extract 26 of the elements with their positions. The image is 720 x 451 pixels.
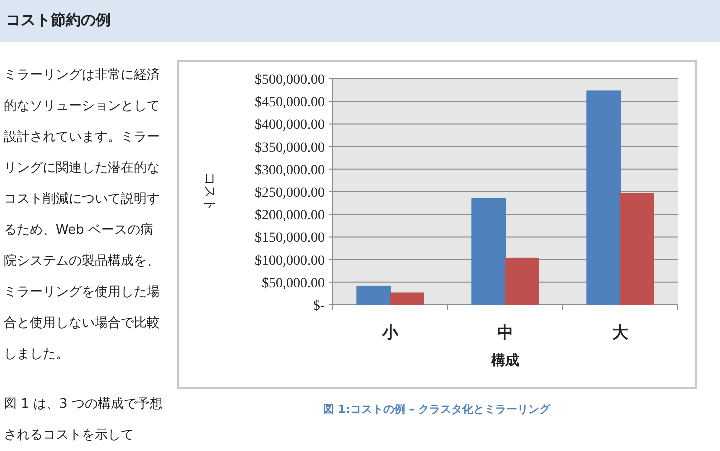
y-tick-label: $100,000.00 bbox=[255, 254, 325, 269]
bar bbox=[586, 90, 621, 306]
y-tick-label: $350,000.00 bbox=[255, 140, 325, 156]
text: ミラーリングは非常に経済的なソリューションとして設計されています。ミラーリングに関連した潜在的なコスト削減について説明するため、Web ベースの病院システムの製品構成を、ミラーリングを使用した場合と使用しない場合で比較しました。 bbox=[4, 68, 160, 362]
caption: 図 1:コストの例 – クラスタ化とミラーリング bbox=[322, 402, 552, 417]
x-tick-label: 大 bbox=[612, 323, 630, 342]
y-tick-label: $- bbox=[313, 299, 326, 314]
text: コスト節約の例 bbox=[6, 11, 111, 30]
x-tick-label: 小 bbox=[382, 323, 400, 342]
y-tick-label: $500,000.00 bbox=[255, 73, 325, 88]
bar bbox=[356, 286, 391, 306]
y-tick-label: $450,000.00 bbox=[255, 96, 325, 111]
y-tick-label: $150,000.00 bbox=[255, 231, 325, 246]
y-tick-label: $200,000.00 bbox=[255, 208, 325, 224]
y-axis-title: コスト bbox=[202, 172, 217, 212]
bar bbox=[505, 258, 540, 306]
text: 図 1 は、3 つの構成で予想されるコストを示して bbox=[4, 397, 163, 443]
y-tick-label: $50,000.00 bbox=[262, 276, 325, 292]
bar bbox=[390, 292, 424, 306]
bar bbox=[620, 193, 654, 306]
y-tick-label: $250,000.00 bbox=[255, 186, 325, 201]
y-tick-label: $300,000.00 bbox=[255, 163, 325, 178]
x-tick-label: 中 bbox=[498, 323, 514, 342]
bar bbox=[472, 198, 506, 306]
x-axis-title: 構成 bbox=[490, 353, 520, 369]
y-tick-label: $400,000.00 bbox=[255, 118, 325, 134]
